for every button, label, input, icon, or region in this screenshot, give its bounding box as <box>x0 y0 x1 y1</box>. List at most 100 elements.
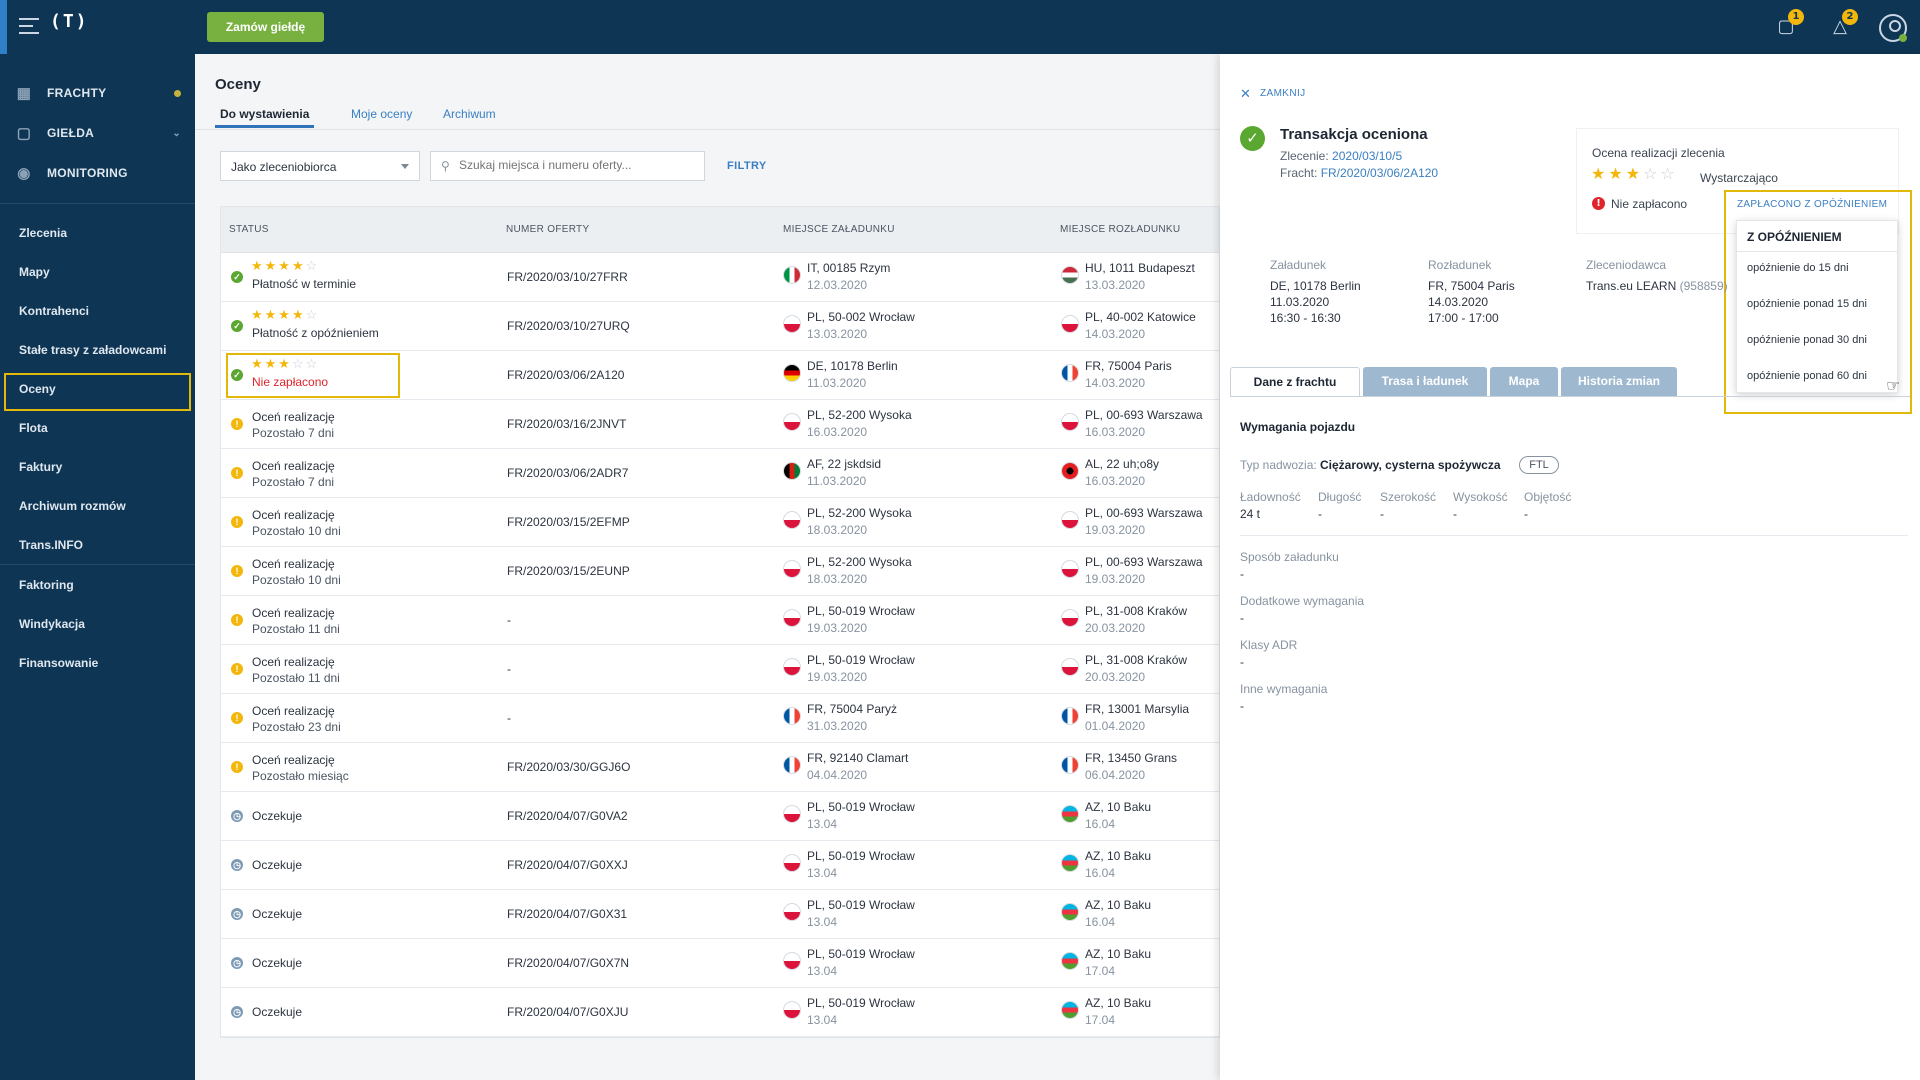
column-header-status[interactable]: STATUS <box>229 224 269 235</box>
tab-archiwum[interactable]: Archiwum <box>443 107 496 121</box>
rating-stars[interactable]: ★★★☆☆ <box>1591 164 1678 183</box>
offer-number[interactable]: FR/2020/03/10/27FRR <box>507 270 628 284</box>
sidebar-item-stale-trasy[interactable]: Stałe trasy z załadowcami <box>19 343 167 357</box>
tab-do-wystawienia[interactable]: Do wystawienia <box>215 107 315 128</box>
tab-trasa-i-ladunek[interactable]: Trasa i ładunek <box>1363 367 1487 396</box>
offer-number[interactable]: FR/2020/04/07/G0XJU <box>507 1005 629 1019</box>
column-header-offer[interactable]: NUMER OFERTY <box>506 224 590 235</box>
app-logo[interactable]: (T) <box>50 11 89 32</box>
offer-number[interactable]: FR/2020/04/07/G0VA2 <box>507 809 628 823</box>
offer-number[interactable]: FR/2020/03/06/2A120 <box>507 368 625 382</box>
sidebar-item-faktury[interactable]: Faktury <box>19 460 63 474</box>
sidebar-item-monitoring[interactable]: ◉ MONITORING <box>0 153 195 193</box>
sidebar-item-trans-info[interactable]: Trans.INFO <box>19 538 84 552</box>
dropdown-option-over-60[interactable]: opóźnienie ponad 60 dni <box>1747 370 1867 382</box>
dropdown-option-over-15[interactable]: opóźnienie ponad 15 dni <box>1747 298 1867 310</box>
rate-action-link[interactable]: Oceń realizację <box>252 753 335 767</box>
rate-action-link[interactable]: Oceń realizację <box>252 655 335 669</box>
sidebar-item-frachty[interactable]: ▦ FRACHTY <box>0 73 195 113</box>
search-input[interactable] <box>459 158 699 172</box>
close-icon[interactable]: ✕ <box>1240 87 1251 102</box>
tab-mapa[interactable]: Mapa <box>1490 367 1558 396</box>
rate-action-link[interactable]: Oceń realizację <box>252 557 335 571</box>
table-row[interactable]: ! Oceń realizację Pozostało 11 dni - PL, 50-… <box>221 596 1219 645</box>
tab-dane-z-frachtu[interactable]: Dane z frachtu <box>1230 367 1360 396</box>
highlight-frame-dropdown <box>1724 190 1912 414</box>
table-row[interactable]: ✓ ★★★★☆ Płatność z opóźnieniem FR/2020/03/1… <box>221 302 1219 351</box>
transaction-detail-panel: ✕ ZAMKNIJ ✓ Transakcja oceniona Zlecenie… <box>1220 54 1920 1080</box>
sidebar-item-gielda[interactable]: ▢ GIEŁDA ⌄ <box>0 113 195 153</box>
unloading-place: PL, 31-008 Kraków <box>1085 604 1188 618</box>
table-row[interactable]: ✓ ★★★★☆ Płatność w terminie FR/2020/03/10/2… <box>221 253 1219 302</box>
order-number: Zlecenie: 2020/03/10/5 <box>1280 149 1402 163</box>
column-header-unloading[interactable]: MIEJSCE ROZŁADUNKU <box>1060 224 1181 235</box>
tab-moje-oceny[interactable]: Moje oceny <box>351 107 413 121</box>
hamburger-menu-icon[interactable] <box>19 18 39 34</box>
offer-number[interactable]: FR/2020/03/30/GGJ6O <box>507 760 631 774</box>
paid-late-link[interactable]: ZAPŁACONO Z OPÓŹNIENIEM <box>1737 199 1888 210</box>
rate-action-link[interactable]: Oceń realizację <box>252 704 335 718</box>
table-row[interactable]: ! Oceń realizację Pozostało 10 dni FR/2020/… <box>221 498 1219 547</box>
filters-link[interactable]: FILTRY <box>727 160 767 172</box>
table-row[interactable]: ✓ ★★★☆☆ Nie zapłacono FR/2020/03/06/2A120 DE… <box>221 351 1219 400</box>
offer-number[interactable]: FR/2020/04/07/G0X7N <box>507 956 630 970</box>
offer-number[interactable]: FR/2020/03/16/2JNVT <box>507 417 627 431</box>
offer-number[interactable]: FR/2020/04/07/G0XXJ <box>507 858 628 872</box>
column-header-loading[interactable]: MIEJSCE ZAŁADUNKU <box>783 224 895 235</box>
search-box[interactable]: ⚲ <box>430 151 705 181</box>
table-row[interactable]: ◷ Oczekuje FR/2020/04/07/G0X7N PL, 50-019 W… <box>221 939 1219 988</box>
offer-number[interactable]: - <box>507 613 511 627</box>
rate-action-link[interactable]: Oceń realizację <box>252 459 335 473</box>
order-exchange-button[interactable]: Zamów giełdę <box>207 12 324 42</box>
bell-icon[interactable]: △ 2 <box>1827 9 1858 40</box>
rate-action-link[interactable]: Oceń realizację <box>252 410 335 424</box>
flag-icon-fr <box>1061 707 1079 725</box>
sidebar-item-archiwum-rozmow[interactable]: Archiwum rozmów <box>19 499 126 513</box>
dropdown-option-15[interactable]: opóźnienie do 15 dni <box>1747 262 1849 274</box>
close-button[interactable]: ZAMKNIJ <box>1260 88 1306 99</box>
table-row[interactable]: ◷ Oczekuje FR/2020/04/07/G0XJU PL, 50-019 W… <box>221 988 1219 1037</box>
client-info: Zleceniodawca Trans.eu LEARN (958859) <box>1586 258 1728 294</box>
dropdown-option-over-30[interactable]: opóźnienie ponad 30 dni <box>1747 334 1867 346</box>
order-link[interactable]: 2020/03/10/5 <box>1332 149 1403 163</box>
sidebar-item-finansowanie[interactable]: Finansowanie <box>19 656 99 670</box>
offer-number[interactable]: - <box>507 662 511 676</box>
offer-number[interactable]: FR/2020/03/15/2EFMP <box>507 515 630 529</box>
user-avatar-icon[interactable] <box>1879 14 1907 42</box>
table-row[interactable]: ! Oceń realizację Pozostało 7 dni FR/2020/0… <box>221 449 1219 498</box>
messages-icon[interactable]: ▢ 1 <box>1773 9 1804 40</box>
loading-date: 13.04 <box>807 964 838 978</box>
offer-number[interactable]: FR/2020/03/15/2EUNP <box>507 564 630 578</box>
table-row[interactable]: ! Oceń realizację Pozostało 23 dni - FR, 750… <box>221 694 1219 743</box>
freight-link[interactable]: FR/2020/03/06/2A120 <box>1320 166 1439 180</box>
table-row[interactable]: ! Oceń realizację Pozostało miesiąc FR/2020… <box>221 743 1219 792</box>
sidebar-item-oceny[interactable]: Oceny <box>19 382 56 396</box>
tab-historia-zmian[interactable]: Historia zmian <box>1561 367 1677 396</box>
table-row[interactable]: ! Oceń realizację Pozostało 11 dni - PL, 50-… <box>221 645 1219 694</box>
table-row[interactable]: ! Oceń realizację Pozostało 10 dni FR/2020/… <box>221 547 1219 596</box>
client-name[interactable]: Trans.eu LEARN <box>1586 279 1677 293</box>
offer-number[interactable]: FR/2020/03/10/27URQ <box>507 319 630 333</box>
flag-icon-af <box>783 462 801 480</box>
offer-number[interactable]: FR/2020/03/06/2ADR7 <box>507 466 629 480</box>
rate-action-link[interactable]: Oceń realizację <box>252 606 335 620</box>
sidebar-item-faktoring[interactable]: Faktoring <box>19 578 74 592</box>
sidebar-item-windykacja[interactable]: Windykacja <box>19 617 85 631</box>
rate-action-link[interactable]: Oceń realizację <box>252 508 335 522</box>
monitoring-icon: ◉ <box>17 165 31 182</box>
unloading-date: 16.04 <box>1085 915 1116 929</box>
offer-number[interactable]: FR/2020/04/07/G0X31 <box>507 907 628 921</box>
role-select[interactable]: Jako zleceniobiorca <box>220 151 420 181</box>
table-row[interactable]: ! Oceń realizację Pozostało 7 dni FR/2020/0… <box>221 400 1219 449</box>
warning-icon: ! <box>231 712 243 724</box>
loading-date: 13.03.2020 <box>807 327 868 341</box>
table-row[interactable]: ◷ Oczekuje FR/2020/04/07/G0X31 PL, 50-019 W… <box>221 890 1219 939</box>
offer-number[interactable]: - <box>507 711 511 725</box>
sidebar-item-kontrahenci[interactable]: Kontrahenci <box>19 304 90 318</box>
sidebar-item-zlecenia[interactable]: Zlecenia <box>19 226 68 240</box>
sidebar-item-flota[interactable]: Flota <box>19 421 48 435</box>
chevron-down-icon[interactable]: ⌄ <box>172 127 181 139</box>
table-row[interactable]: ◷ Oczekuje FR/2020/04/07/G0XXJ PL, 50-019 W… <box>221 841 1219 890</box>
sidebar-item-mapy[interactable]: Mapy <box>19 265 50 279</box>
table-row[interactable]: ◷ Oczekuje FR/2020/04/07/G0VA2 PL, 50-019 W… <box>221 792 1219 841</box>
